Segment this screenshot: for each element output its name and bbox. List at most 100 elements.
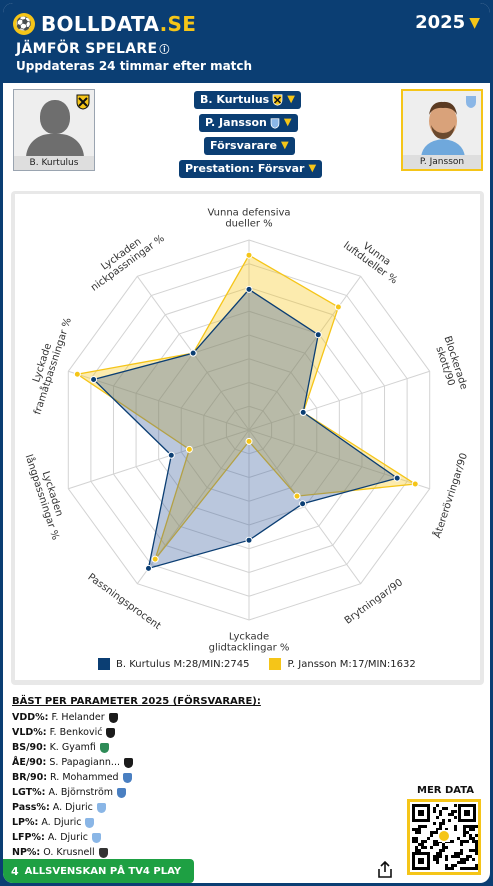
qr-module [472,825,475,828]
info-icon[interactable]: ⓘ [159,45,170,56]
best-row-key: NP%: [12,847,41,858]
qr-module [418,828,421,831]
axis-label-line: Återerövringar/90 [430,451,470,539]
tv4-play-button[interactable]: 4 ALLSVENSKAN PÅ TV4 PLAY [3,859,194,883]
page-subtitle: Uppdateras 24 timmar efter match [16,59,253,73]
club-badge-icon [117,787,127,798]
qr-module [439,828,442,831]
qr-module [463,834,466,837]
qr-module [463,828,466,831]
qr-module [433,810,436,813]
best-row-player[interactable]: R. Mohammed [50,772,119,783]
qr-module [460,852,463,855]
qr-module [454,855,457,858]
qr-module [442,846,445,849]
best-row: VDD%: F. Helander [12,710,133,725]
qr-code-image [412,804,478,870]
data-point-jansson [334,303,342,311]
qr-module [475,825,478,828]
club-badge-icon [123,757,133,768]
malmo-badge-icon [270,117,280,129]
qr-module [463,825,466,828]
best-row-player[interactable]: F. Helander [51,712,105,723]
axis-label-line: glidtacklingar % [209,643,290,654]
legend-label-kurtulus: B. Kurtulus M:28/MIN:2745 [116,658,250,670]
qr-module [445,855,448,858]
header: ⚽ BOLLDATA.SE 2025 ▼ JÄMFÖR SPELARE ⓘ Upp… [3,3,490,83]
legend-item-kurtulus[interactable]: B. Kurtulus M:28/MIN:2745 [98,658,249,670]
axis-label: Blockeradeskott/90 [431,335,469,395]
player1-dropdown[interactable]: B. Kurtulus ▼ [194,91,301,109]
data-point-jansson [411,480,419,488]
qr-module [460,858,463,861]
club-badge-icon [85,817,95,828]
metric-value: Prestation: Försvar [185,162,305,175]
axis-label: Vunnaluftdueller % [341,231,405,286]
best-row: VLD%: F. Benković [12,725,133,740]
qr-module [469,849,472,852]
best-row-player[interactable]: A. Björnström [48,787,114,798]
best-row-player[interactable]: A. Djuric [47,832,88,843]
best-row: ÅE/90: S. Papagiann... [12,755,133,770]
qr-module [454,864,457,867]
position-dropdown[interactable]: Försvarare ▼ [204,137,295,155]
player-card-left-name: B. Kurtulus [14,156,94,170]
best-row-player[interactable]: A. Djuric [41,817,82,828]
app-frame: ⚽ BOLLDATA.SE 2025 ▼ JÄMFÖR SPELARE ⓘ Upp… [3,3,490,883]
player2-dropdown[interactable]: P. Jansson ▼ [199,114,298,132]
player-card-left[interactable]: B. Kurtulus [13,89,95,171]
share-icon[interactable] [377,861,393,879]
player-card-right[interactable]: P. Jansson [401,89,483,171]
year-selector[interactable]: 2025 ▼ [415,12,480,33]
player-card-right-name: P. Jansson [403,155,481,169]
qr-module [415,831,418,834]
best-row: Pass%: A. Djuric [12,800,133,815]
qr-module [466,840,469,843]
malmo-badge-icon [466,96,476,108]
grid-spoke [68,370,250,431]
data-point-jansson [185,445,193,453]
qr-module [463,858,466,861]
qr-module [442,843,445,846]
club-badge-icon [99,742,109,753]
qr-module [451,810,454,813]
best-row-player[interactable]: K. Gyamfi [49,742,96,753]
data-point-jansson [245,437,253,445]
club-badge-icon [91,832,101,843]
axis-label: Lyckade glidtacklingar % [209,632,290,654]
qr-module [457,861,460,864]
qr-module [430,831,433,834]
axis-label: Lyckadeframåtpassningar % [22,313,74,416]
best-row-player[interactable]: O. Krusnell [43,847,95,858]
qr-module [418,810,424,816]
metric-dropdown[interactable]: Prestation: Försvar ▼ [179,160,323,178]
radar-chart-area: Vunna defensiva dueller % Vunnaluftdueller… [15,194,480,680]
qr-module [463,840,466,843]
qr-module [436,828,439,831]
qr-module [454,804,457,807]
legend-swatch-gold [269,658,282,670]
best-row: LFP%: A. Djuric [12,830,133,845]
best-row-player[interactable]: S. Papagiann... [49,757,120,768]
qr-module [451,855,454,858]
best-row-player[interactable]: F. Benković [49,727,103,738]
legend-item-jansson[interactable]: P. Jansson M:17/MIN:1632 [269,658,416,670]
qr-module [439,825,442,828]
qr-module [472,849,475,852]
qr-module [464,810,470,816]
axis-label-line: dueller % [225,219,272,230]
qr-module [475,846,478,849]
data-point-kurtulus [245,285,253,293]
qr-code[interactable] [407,799,481,875]
qr-module [415,840,418,843]
qr-module [466,855,469,858]
best-row: LP%: A. Djuric [12,815,133,830]
qr-module [421,840,424,843]
qr-module [469,825,472,828]
axis-label-line: Passningsprocent [85,572,162,632]
best-row-player[interactable]: A. Djuric [52,802,93,813]
data-point-jansson [245,251,253,259]
logo[interactable]: ⚽ BOLLDATA.SE [13,12,196,36]
qr-module [466,867,469,870]
qr-module [451,813,454,816]
